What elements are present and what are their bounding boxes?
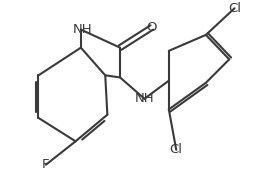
- Text: F: F: [42, 158, 50, 171]
- Text: NH: NH: [73, 23, 92, 36]
- Text: O: O: [147, 21, 157, 34]
- Text: Cl: Cl: [170, 143, 183, 156]
- Text: Cl: Cl: [228, 2, 241, 15]
- Text: NH: NH: [135, 92, 154, 105]
